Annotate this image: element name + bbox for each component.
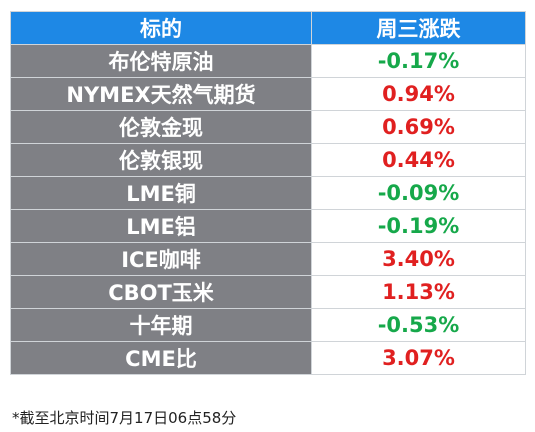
asset-name: 伦敦金现 — [10, 110, 312, 144]
asset-change: 0.69% — [311, 110, 526, 144]
asset-change: -0.53% — [311, 308, 526, 342]
asset-name: 十年期 — [10, 308, 312, 342]
header-name: 标的 — [10, 11, 312, 45]
table-row: ICE咖啡 3.40% — [10, 242, 526, 276]
timestamp-footnote: *截至北京时间7月17日06点58分 — [12, 409, 237, 427]
asset-change: -0.17% — [311, 44, 526, 78]
table-row: 伦敦银现 0.44% — [10, 143, 526, 177]
table-row: CME比 3.07% — [10, 341, 526, 375]
table-row: CBOT玉米 1.13% — [10, 275, 526, 309]
table-row: 布伦特原油 -0.17% — [10, 44, 526, 78]
asset-name: 伦敦银现 — [10, 143, 312, 177]
table-row: LME铜 -0.09% — [10, 176, 526, 210]
asset-change: 1.13% — [311, 275, 526, 309]
header-change: 周三涨跌 — [311, 11, 526, 45]
table-body: 布伦特原油 -0.17% NYMEX天然气期货 0.94% 伦敦金现 0.69%… — [10, 44, 526, 375]
table-row: LME铝 -0.19% — [10, 209, 526, 243]
asset-change: -0.19% — [311, 209, 526, 243]
asset-name: NYMEX天然气期货 — [10, 77, 312, 111]
table-row: NYMEX天然气期货 0.94% — [10, 77, 526, 111]
table-row: 伦敦金现 0.69% — [10, 110, 526, 144]
table-row: 十年期 -0.53% — [10, 308, 526, 342]
table-header-row: 标的 周三涨跌 — [10, 11, 526, 45]
asset-name: CBOT玉米 — [10, 275, 312, 309]
asset-change: 3.07% — [311, 341, 526, 375]
asset-change: -0.09% — [311, 176, 526, 210]
asset-change: 0.44% — [311, 143, 526, 177]
market-change-table: 标的 周三涨跌 布伦特原油 -0.17% NYMEX天然气期货 0.94% 伦敦… — [10, 11, 526, 375]
asset-name: ICE咖啡 — [10, 242, 312, 276]
asset-name: 布伦特原油 — [10, 44, 312, 78]
asset-change: 0.94% — [311, 77, 526, 111]
asset-name: LME铜 — [10, 176, 312, 210]
asset-name: CME比 — [10, 341, 312, 375]
asset-name: LME铝 — [10, 209, 312, 243]
asset-change: 3.40% — [311, 242, 526, 276]
